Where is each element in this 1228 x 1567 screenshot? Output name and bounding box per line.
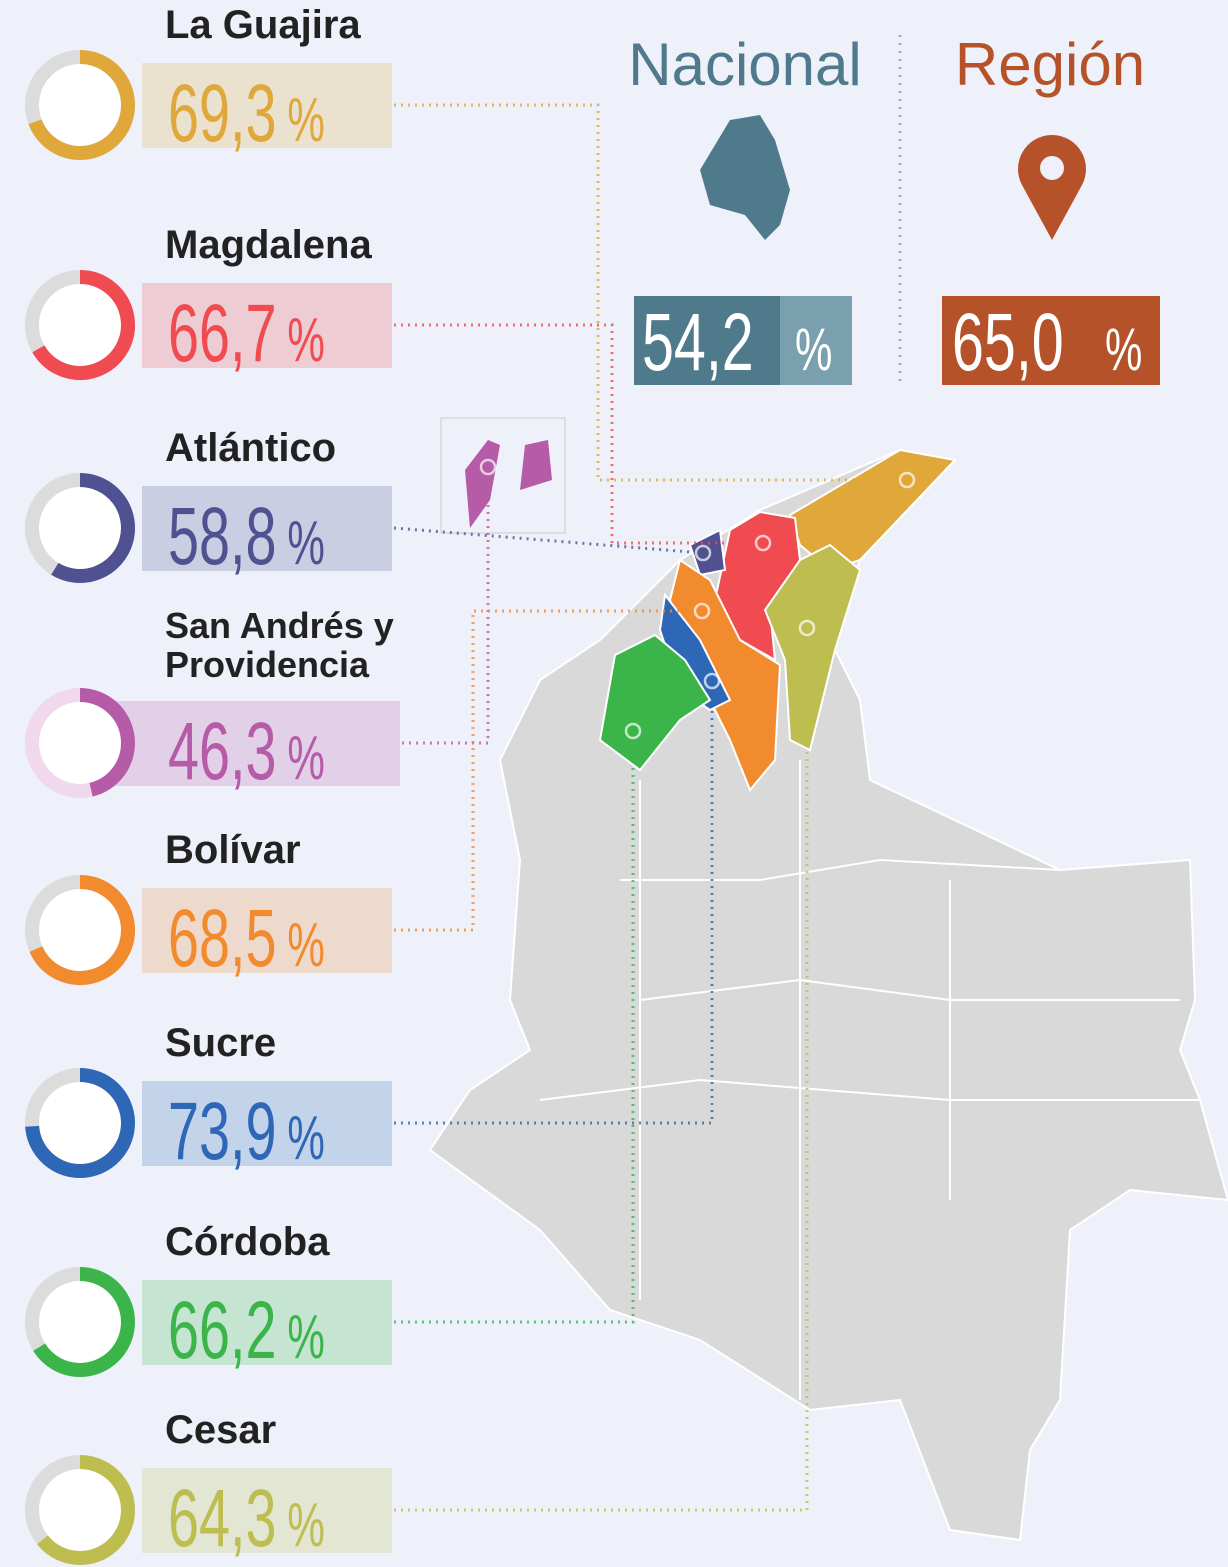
region-name: Atlántico <box>165 426 337 470</box>
connector <box>394 609 702 932</box>
value-unit: % <box>287 1491 324 1560</box>
name-box: Bolívar <box>165 828 301 872</box>
name-box: San Andrés y Providencia <box>165 604 394 685</box>
connector <box>394 731 635 1324</box>
region-title: Región <box>955 31 1145 98</box>
value-label: 69,3 <box>168 67 277 158</box>
national-title: Nacional <box>628 31 861 98</box>
value-box <box>142 1081 392 1166</box>
region-name: Córdoba <box>165 1220 330 1264</box>
connector <box>402 467 490 745</box>
san-andres-shape <box>465 440 552 528</box>
value-box <box>142 1280 392 1365</box>
region-name: Cesar <box>165 1408 277 1452</box>
location-dot <box>693 602 711 620</box>
value-text: 68,5% <box>168 892 325 983</box>
colombia-icon <box>700 115 790 240</box>
value-unit: % <box>287 86 324 155</box>
donut-arc <box>33 1267 135 1377</box>
connector <box>394 628 809 1512</box>
donut-arc <box>25 1068 135 1178</box>
name-box: Córdoba <box>165 1220 330 1264</box>
value-unit: % <box>287 911 324 980</box>
location-dot <box>479 458 497 476</box>
national-unit: % <box>795 316 832 383</box>
value-label: 66,7 <box>168 287 277 378</box>
region-name: Sucre <box>165 1021 277 1065</box>
region-name: Bolívar <box>165 828 301 872</box>
map-borders <box>539 760 1200 1400</box>
location-dot <box>898 471 916 489</box>
location-dot <box>754 534 772 552</box>
value-box <box>90 701 400 786</box>
value-text: 64,3% <box>168 1472 325 1563</box>
name-box: La Guajira <box>165 3 361 47</box>
donut-arc <box>29 875 135 985</box>
region-name: Magdalena <box>165 223 372 267</box>
donut-arc <box>79 688 135 797</box>
value-unit: % <box>287 724 324 793</box>
name-box: Atlántico <box>165 426 337 470</box>
atlantico-shape <box>688 528 727 577</box>
donut-arc <box>32 270 135 380</box>
name-box: Sucre <box>165 1021 277 1065</box>
region-box <box>942 296 1160 385</box>
value-box <box>142 486 392 571</box>
value-text: 58,8% <box>168 490 325 581</box>
national-unit-box <box>780 296 852 385</box>
donut-arc <box>36 1455 135 1565</box>
value-unit: % <box>287 1303 324 1372</box>
value-text: 66,7% <box>168 287 325 378</box>
value-box <box>142 283 392 368</box>
value-box <box>142 1468 392 1553</box>
value-label: 68,5 <box>168 892 277 983</box>
region-name: San Andrés y Providencia <box>165 604 394 685</box>
value-label: 66,2 <box>168 1284 277 1375</box>
value-unit: % <box>287 509 324 578</box>
national-box <box>634 296 780 385</box>
region-unit: % <box>1105 316 1142 383</box>
region-name: La Guajira <box>165 3 361 47</box>
cesar-shape <box>763 543 862 752</box>
value-box <box>142 63 392 148</box>
value-label: 73,9 <box>168 1085 277 1176</box>
pin-hole <box>1040 156 1064 180</box>
value-label: 46,3 <box>168 705 277 796</box>
value-label: 58,8 <box>168 490 277 581</box>
national-value: 54,2 <box>642 296 754 388</box>
value-text: 73,9% <box>168 1085 325 1176</box>
location-dot <box>798 619 816 637</box>
name-box: Cesar <box>165 1408 277 1452</box>
location-dot <box>703 672 721 690</box>
value-text: 46,3% <box>168 705 325 796</box>
value-box <box>142 888 392 973</box>
name-box: Magdalena <box>165 223 372 267</box>
value-text: 66,2% <box>168 1284 325 1375</box>
donut-arc <box>51 473 135 583</box>
location-dot <box>624 722 642 740</box>
pin-icon <box>1017 134 1086 240</box>
value-label: 64,3 <box>168 1472 277 1563</box>
value-unit: % <box>287 1104 324 1173</box>
value-unit: % <box>287 306 324 375</box>
connector <box>394 681 714 1125</box>
connector <box>393 526 704 555</box>
value-text: 69,3% <box>168 67 325 158</box>
donut-arc <box>28 50 135 160</box>
inset-frame <box>440 417 566 534</box>
location-dot <box>694 544 712 562</box>
region-value: 65,0 <box>952 296 1064 388</box>
connector <box>394 323 763 545</box>
